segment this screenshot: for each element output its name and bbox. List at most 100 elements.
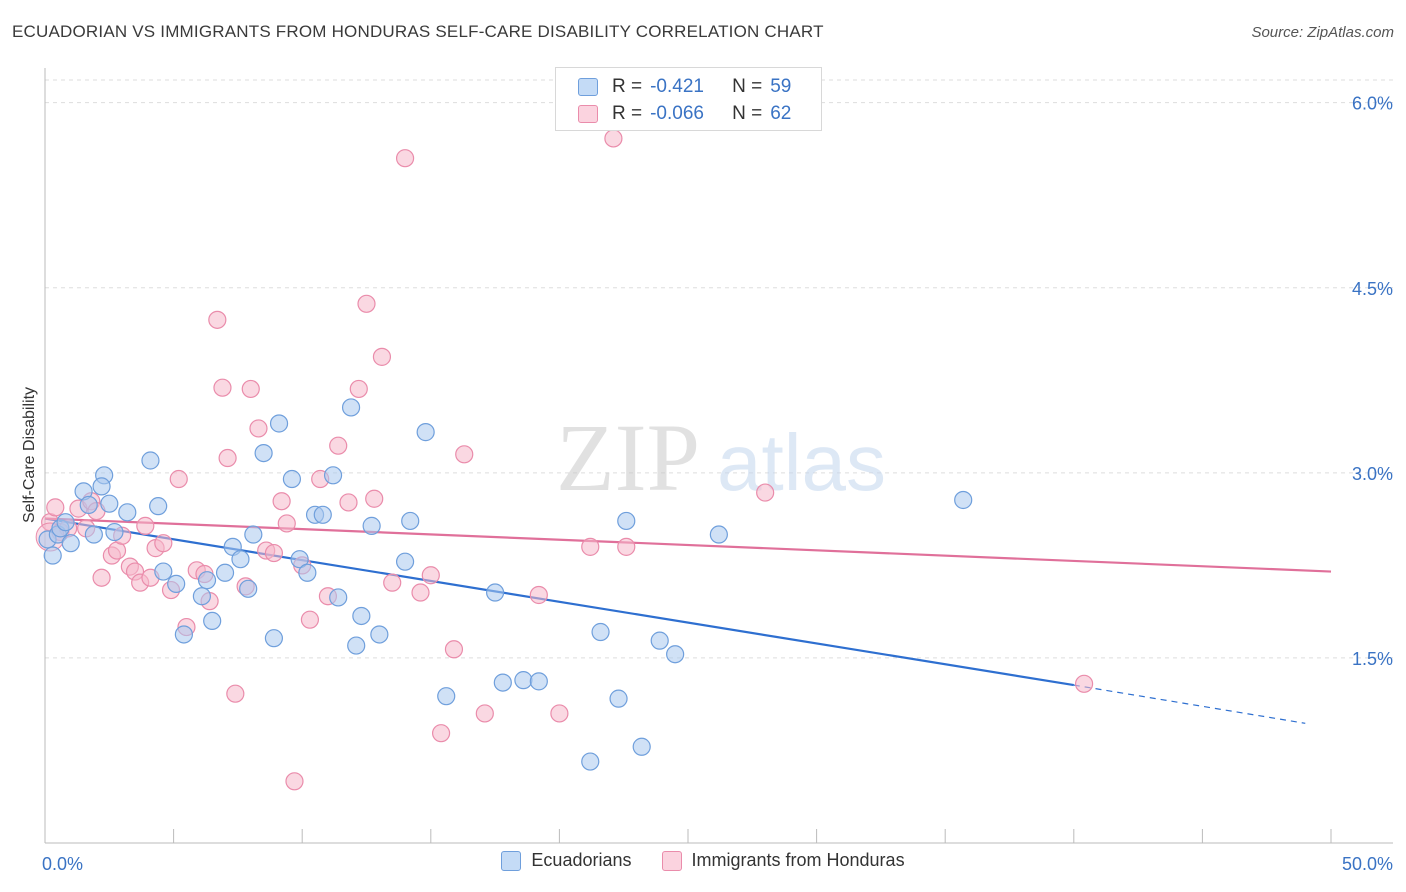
honduras-point bbox=[154, 534, 173, 553]
ecuadorian-point bbox=[264, 629, 284, 648]
series-legend: Ecuadorians Immigrants from Honduras bbox=[0, 850, 1406, 871]
ecuadorian-point bbox=[79, 495, 98, 515]
ecuadorian-point bbox=[352, 606, 371, 626]
legend-r-label: R = bbox=[612, 76, 643, 97]
honduras-point bbox=[455, 445, 474, 464]
ecuadorian-point bbox=[192, 587, 211, 606]
watermark-zip: ZIP bbox=[556, 404, 700, 511]
honduras-point bbox=[264, 543, 284, 563]
ecuadorian-point bbox=[203, 611, 222, 631]
honduras-point bbox=[617, 537, 636, 556]
honduras-point bbox=[349, 379, 368, 399]
honduras-trend-line bbox=[44, 517, 1332, 573]
ecuadorian-point bbox=[100, 494, 119, 513]
honduras-point bbox=[365, 489, 384, 508]
x-tick-label-max: 50.0% bbox=[1342, 854, 1393, 874]
legend-r-label: R = bbox=[612, 103, 643, 124]
ecuadorian-point bbox=[323, 466, 343, 485]
watermark: ZIP atlas bbox=[556, 404, 886, 511]
honduras-point bbox=[475, 704, 494, 723]
ecuadorian-point bbox=[617, 511, 636, 531]
ecuadorian-point bbox=[666, 645, 685, 664]
y-tick-label: 6.0% bbox=[1352, 94, 1393, 114]
ecuadorian-point bbox=[341, 398, 361, 417]
y-axis-label: Self-Care Disability bbox=[21, 386, 38, 524]
honduras-point bbox=[550, 704, 569, 723]
legend-n-value: 62 bbox=[770, 103, 792, 124]
ecuadorian-point bbox=[197, 571, 217, 590]
ecuadorian-point bbox=[362, 516, 381, 535]
ecuadorian-point bbox=[290, 550, 309, 569]
ecuadorian-point bbox=[254, 443, 273, 463]
honduras-point bbox=[213, 378, 232, 397]
ecuadorian-point bbox=[239, 579, 258, 598]
ecuadorian-point bbox=[370, 625, 389, 644]
honduras-point bbox=[329, 436, 348, 455]
ecuadorian-point bbox=[43, 546, 62, 565]
legend-label-honduras: Immigrants from Honduras bbox=[691, 850, 905, 870]
ecuadorian-point bbox=[269, 414, 289, 433]
honduras-point bbox=[1074, 674, 1094, 693]
ecuadorian-point bbox=[61, 534, 80, 553]
source-credit: Source: ZipAtlas.com bbox=[1251, 24, 1394, 41]
correlation-legend: R = -0.421 N = 59 R = -0.066 N = 62 bbox=[555, 67, 822, 131]
honduras-point bbox=[581, 537, 600, 556]
honduras-point bbox=[372, 347, 392, 366]
ecuadorian-point bbox=[347, 636, 366, 655]
honduras-point bbox=[226, 684, 245, 703]
ecuadorian-point bbox=[329, 588, 348, 607]
legend-swatch-pink bbox=[578, 105, 598, 123]
honduras-point bbox=[169, 469, 188, 489]
series-ecuadorians-points bbox=[38, 398, 973, 771]
legend-row-ecuadorians: R = -0.421 N = 59 bbox=[578, 74, 791, 100]
ecuadorian-point bbox=[174, 625, 193, 644]
y-tick-label: 1.5% bbox=[1352, 649, 1393, 669]
honduras-point bbox=[272, 492, 291, 511]
series-honduras-points bbox=[35, 129, 1094, 791]
watermark-atlas: atlas bbox=[717, 418, 886, 507]
y-tick-label: 3.0% bbox=[1352, 464, 1393, 484]
legend-n-label: N = bbox=[732, 76, 763, 97]
honduras-point bbox=[421, 566, 440, 585]
ecuadorian-point bbox=[486, 583, 505, 602]
legend-label-ecuadorians: Ecuadorians bbox=[531, 850, 632, 870]
ecuadorians-trend-extension bbox=[1073, 684, 1306, 724]
ecuadorian-point bbox=[154, 562, 173, 581]
grid-lines bbox=[45, 79, 1393, 659]
honduras-point bbox=[208, 310, 227, 329]
ecuadorian-point bbox=[56, 513, 75, 532]
ecuadorian-point bbox=[529, 672, 548, 691]
legend-swatch-blue bbox=[578, 78, 598, 96]
ecuadorian-point bbox=[650, 631, 669, 650]
legend-r-value: -0.421 bbox=[650, 76, 704, 97]
honduras-point bbox=[395, 149, 415, 168]
trend-lines bbox=[44, 517, 1332, 724]
ecuadorian-point bbox=[632, 737, 651, 756]
axes bbox=[44, 68, 1393, 844]
honduras-point bbox=[431, 724, 451, 743]
honduras-point bbox=[46, 498, 65, 517]
legend-item-honduras: Immigrants from Honduras bbox=[661, 850, 905, 871]
ecuadorians-trend-line bbox=[44, 517, 1074, 687]
honduras-point bbox=[756, 483, 775, 502]
ecuadorian-point bbox=[105, 522, 124, 542]
ecuadorian-point bbox=[609, 689, 628, 708]
ecuadorian-point bbox=[416, 423, 435, 442]
ecuadorian-point bbox=[244, 525, 263, 544]
ecuadorian-point bbox=[167, 574, 186, 593]
y-tick-label: 4.5% bbox=[1352, 279, 1393, 299]
ecuadorian-point bbox=[437, 687, 456, 706]
honduras-point bbox=[411, 583, 430, 602]
ecuadorian-point bbox=[313, 505, 332, 524]
legend-swatch-blue bbox=[501, 850, 522, 871]
ecuadorian-point bbox=[118, 503, 137, 522]
ecuadorian-point bbox=[954, 490, 973, 510]
legend-n-label: N = bbox=[732, 103, 763, 124]
honduras-point bbox=[92, 568, 111, 587]
honduras-point bbox=[529, 585, 548, 605]
chart-title: ECUADORIAN VS IMMIGRANTS FROM HONDURAS S… bbox=[12, 22, 824, 41]
ecuadorian-point bbox=[298, 563, 317, 582]
ecuadorian-point bbox=[215, 563, 235, 582]
honduras-point bbox=[604, 129, 623, 148]
